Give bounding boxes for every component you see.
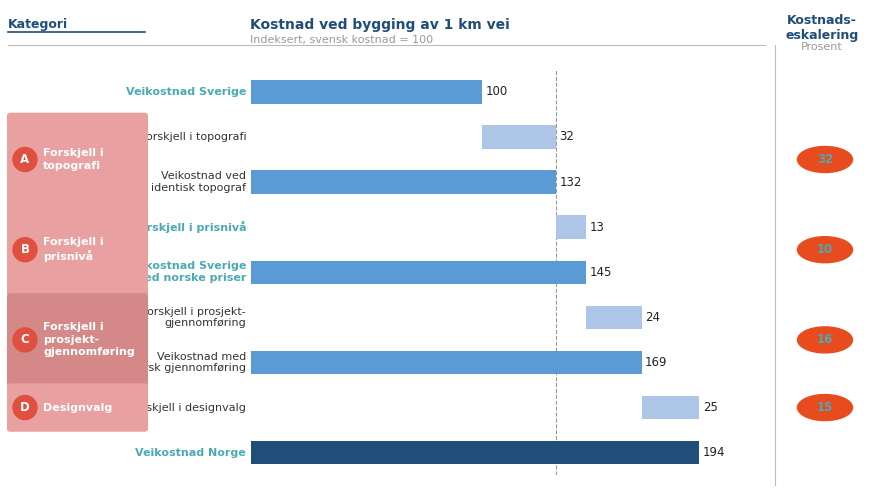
Text: 24: 24 xyxy=(645,311,660,324)
Bar xyxy=(251,260,586,284)
Text: Kategori: Kategori xyxy=(8,18,68,31)
Text: 145: 145 xyxy=(590,266,612,279)
Text: Prosent: Prosent xyxy=(801,42,843,52)
Circle shape xyxy=(13,148,37,171)
Text: 32: 32 xyxy=(560,131,575,144)
FancyBboxPatch shape xyxy=(7,383,148,432)
Text: Forskjell i
prosjekt-
gjennomføring: Forskjell i prosjekt- gjennomføring xyxy=(43,323,135,357)
Text: Forskjell i
prisnivå: Forskjell i prisnivå xyxy=(43,237,104,262)
Circle shape xyxy=(13,396,37,420)
Text: B: B xyxy=(20,243,30,256)
Ellipse shape xyxy=(797,237,853,263)
Text: Veikostnad ved
identisk topograf: Veikostnad ved identisk topograf xyxy=(151,171,246,193)
Text: Designvalg: Designvalg xyxy=(43,402,113,412)
Text: Forskjell i prosjekt-
gjennomføring: Forskjell i prosjekt- gjennomføring xyxy=(142,306,246,328)
Text: Forskjell i designvalg: Forskjell i designvalg xyxy=(129,402,246,412)
Bar xyxy=(482,125,556,148)
Text: Kostnad ved bygging av 1 km vei: Kostnad ved bygging av 1 km vei xyxy=(250,18,510,32)
FancyBboxPatch shape xyxy=(7,113,148,206)
Text: 25: 25 xyxy=(703,401,718,414)
Bar xyxy=(251,80,482,103)
Text: D: D xyxy=(20,401,30,414)
Text: Veikostnad Sverige: Veikostnad Sverige xyxy=(126,87,246,97)
Ellipse shape xyxy=(797,395,853,421)
Text: Veikostnad Sverige
ved norske priser: Veikostnad Sverige ved norske priser xyxy=(126,261,246,283)
Text: Indeksert, svensk kostnad = 100: Indeksert, svensk kostnad = 100 xyxy=(250,35,433,45)
Text: 13: 13 xyxy=(590,221,605,234)
Bar xyxy=(586,305,642,329)
Bar xyxy=(251,351,642,374)
FancyBboxPatch shape xyxy=(7,203,148,297)
Text: Veikostnad Norge: Veikostnad Norge xyxy=(136,447,246,458)
Text: 15: 15 xyxy=(817,401,833,414)
Bar xyxy=(251,441,700,464)
Text: Forskjell i topografi: Forskjell i topografi xyxy=(140,132,246,142)
Text: Kostnads-
eskalering: Kostnads- eskalering xyxy=(785,14,859,42)
Circle shape xyxy=(13,238,37,262)
Text: 194: 194 xyxy=(703,446,725,459)
Text: 16: 16 xyxy=(817,334,833,346)
Bar xyxy=(251,170,556,194)
Bar xyxy=(642,396,700,419)
Ellipse shape xyxy=(797,327,853,353)
Text: 32: 32 xyxy=(817,153,833,166)
Text: Veikostnad med
norsk gjennomføring: Veikostnad med norsk gjennomføring xyxy=(130,351,246,373)
Text: 100: 100 xyxy=(486,85,508,99)
Text: Forskjell i
topografi: Forskjell i topografi xyxy=(43,148,104,171)
Circle shape xyxy=(13,328,37,352)
FancyBboxPatch shape xyxy=(7,293,148,387)
Bar xyxy=(556,215,586,239)
Text: 10: 10 xyxy=(817,243,833,256)
Text: 132: 132 xyxy=(560,176,582,189)
Text: C: C xyxy=(20,334,29,346)
Text: 169: 169 xyxy=(645,356,668,369)
Ellipse shape xyxy=(797,147,853,172)
Text: A: A xyxy=(20,153,30,166)
Text: Forskjell i prisnivå: Forskjell i prisnivå xyxy=(131,221,246,233)
